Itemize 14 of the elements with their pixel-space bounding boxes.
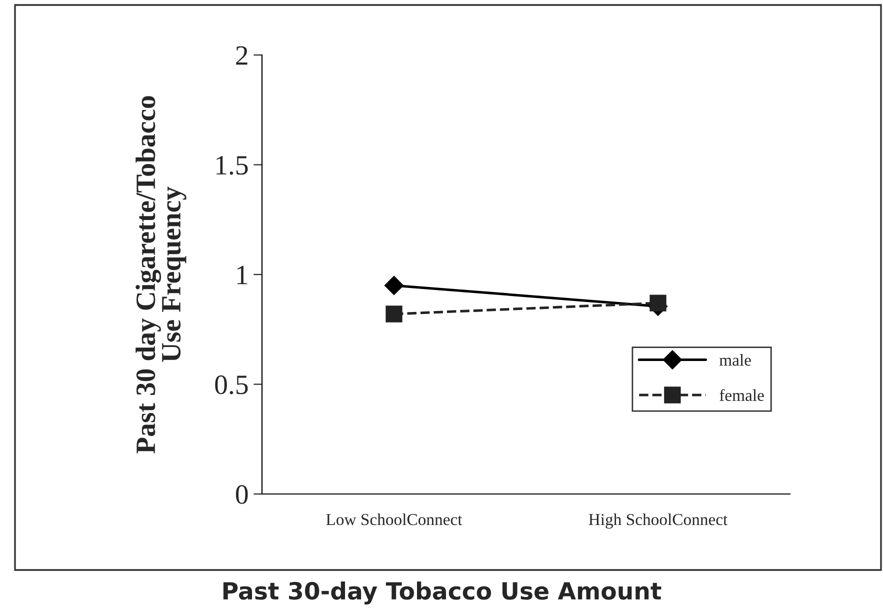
y-tick-label: 0 bbox=[236, 485, 248, 504]
legend-label: female bbox=[720, 389, 764, 401]
y-tick-label: 1 bbox=[237, 266, 248, 284]
x-tick-label: Low SchoolConnect bbox=[326, 513, 462, 526]
y-axis-title: Past 30 day Cigarette/Tobacco Use Frequency bbox=[136, 96, 186, 454]
legend-label: male bbox=[719, 354, 751, 366]
x-tick-label: High SchoolConnect bbox=[588, 513, 728, 529]
x-axis-title: Past 30-day Tobacco Use Amount bbox=[223, 581, 662, 605]
point bbox=[384, 276, 404, 296]
y-tick-label: 2 bbox=[236, 46, 248, 65]
y-tick-label: 0.5 bbox=[215, 375, 248, 394]
point bbox=[650, 294, 666, 312]
point bbox=[386, 306, 402, 322]
y-tick-label: 1.5 bbox=[216, 156, 248, 175]
